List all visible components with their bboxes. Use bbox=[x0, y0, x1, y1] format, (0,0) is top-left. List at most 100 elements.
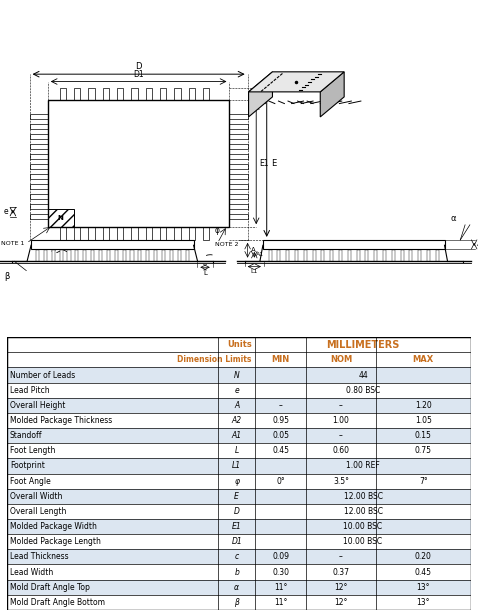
Bar bbox=[139, 250, 141, 261]
Bar bbox=[154, 250, 157, 261]
Bar bbox=[160, 88, 166, 100]
Text: D1: D1 bbox=[231, 537, 242, 546]
Bar bbox=[7, 489, 471, 504]
Bar bbox=[30, 164, 48, 169]
Polygon shape bbox=[249, 72, 344, 92]
Text: 10.00 BSC: 10.00 BSC bbox=[344, 537, 382, 546]
Text: b: b bbox=[234, 568, 239, 577]
Bar bbox=[409, 250, 413, 261]
Text: D: D bbox=[234, 507, 239, 516]
Bar bbox=[107, 250, 110, 261]
Text: L: L bbox=[203, 270, 207, 276]
Text: –: – bbox=[339, 431, 343, 440]
Bar bbox=[7, 383, 471, 398]
Text: A1: A1 bbox=[232, 431, 242, 440]
Text: 1.20: 1.20 bbox=[415, 401, 432, 410]
Bar bbox=[229, 194, 248, 199]
Text: Dimension Limits: Dimension Limits bbox=[177, 356, 251, 364]
Text: 0.60: 0.60 bbox=[333, 446, 349, 455]
Bar bbox=[203, 88, 209, 100]
Text: Lead Thickness: Lead Thickness bbox=[10, 552, 68, 562]
Bar bbox=[7, 595, 471, 610]
Text: α: α bbox=[234, 583, 239, 592]
Bar bbox=[7, 519, 471, 534]
Bar bbox=[131, 227, 138, 240]
Bar bbox=[286, 250, 289, 261]
Bar bbox=[115, 250, 118, 261]
Text: 13°: 13° bbox=[416, 583, 430, 592]
Bar bbox=[30, 154, 48, 159]
Bar bbox=[321, 250, 325, 261]
Bar bbox=[330, 250, 333, 261]
Bar bbox=[103, 88, 109, 100]
Text: N: N bbox=[234, 370, 239, 379]
Text: e: e bbox=[3, 207, 8, 216]
Bar bbox=[229, 144, 248, 149]
Text: A: A bbox=[250, 247, 255, 253]
Text: 0.30: 0.30 bbox=[272, 568, 289, 577]
Text: E1: E1 bbox=[232, 522, 241, 531]
Bar bbox=[48, 209, 74, 227]
Bar bbox=[48, 100, 229, 227]
Bar bbox=[31, 240, 194, 249]
Text: 12°: 12° bbox=[334, 598, 348, 607]
Bar bbox=[7, 367, 471, 383]
Text: Mold Draft Angle Top: Mold Draft Angle Top bbox=[10, 583, 90, 592]
Text: Overall Height: Overall Height bbox=[10, 401, 65, 410]
Text: 0.45: 0.45 bbox=[415, 568, 432, 577]
Bar bbox=[30, 134, 48, 139]
Text: Footprint: Footprint bbox=[10, 462, 45, 470]
Bar bbox=[170, 250, 173, 261]
Bar bbox=[91, 250, 94, 261]
Bar bbox=[146, 250, 149, 261]
Text: –: – bbox=[339, 401, 343, 410]
Text: 0.15: 0.15 bbox=[415, 431, 432, 440]
Bar bbox=[229, 164, 248, 169]
Text: N: N bbox=[58, 215, 64, 221]
Text: A1: A1 bbox=[256, 252, 264, 257]
Text: MIN: MIN bbox=[272, 356, 290, 364]
Text: 11°: 11° bbox=[274, 598, 287, 607]
Bar bbox=[365, 250, 369, 261]
Bar bbox=[229, 185, 248, 189]
Text: 13°: 13° bbox=[416, 598, 430, 607]
Bar bbox=[7, 473, 471, 489]
Text: L1: L1 bbox=[232, 462, 241, 470]
Text: Overall Length: Overall Length bbox=[10, 507, 66, 516]
Bar bbox=[7, 398, 471, 413]
Bar bbox=[178, 250, 181, 261]
Bar bbox=[269, 250, 272, 261]
Bar bbox=[30, 124, 48, 129]
Text: E: E bbox=[234, 492, 239, 501]
Text: 10.00 BSC: 10.00 BSC bbox=[344, 522, 382, 531]
Bar bbox=[99, 250, 102, 261]
Text: Units: Units bbox=[227, 340, 251, 349]
Text: –: – bbox=[279, 401, 282, 410]
Bar bbox=[7, 443, 471, 459]
Bar bbox=[44, 250, 47, 261]
Text: A2: A2 bbox=[477, 242, 478, 247]
Bar bbox=[313, 250, 315, 261]
Polygon shape bbox=[320, 72, 344, 117]
Bar bbox=[203, 227, 209, 240]
Bar bbox=[162, 250, 165, 261]
Bar bbox=[103, 227, 109, 240]
Text: Molded Package Thickness: Molded Package Thickness bbox=[10, 416, 112, 425]
Bar bbox=[160, 227, 166, 240]
Bar bbox=[229, 114, 248, 118]
Bar bbox=[7, 459, 471, 473]
Bar bbox=[146, 227, 152, 240]
Bar bbox=[7, 580, 471, 595]
Text: Molded Package Width: Molded Package Width bbox=[10, 522, 97, 531]
Text: L1: L1 bbox=[250, 269, 258, 274]
Text: Lead Width: Lead Width bbox=[10, 568, 53, 577]
Bar bbox=[30, 194, 48, 199]
Bar bbox=[76, 250, 78, 261]
Bar bbox=[229, 124, 248, 129]
Bar bbox=[392, 250, 395, 261]
Bar bbox=[36, 250, 39, 261]
Text: 1.05: 1.05 bbox=[415, 416, 432, 425]
Bar bbox=[229, 215, 248, 219]
Text: D: D bbox=[135, 62, 142, 71]
Bar bbox=[117, 227, 123, 240]
